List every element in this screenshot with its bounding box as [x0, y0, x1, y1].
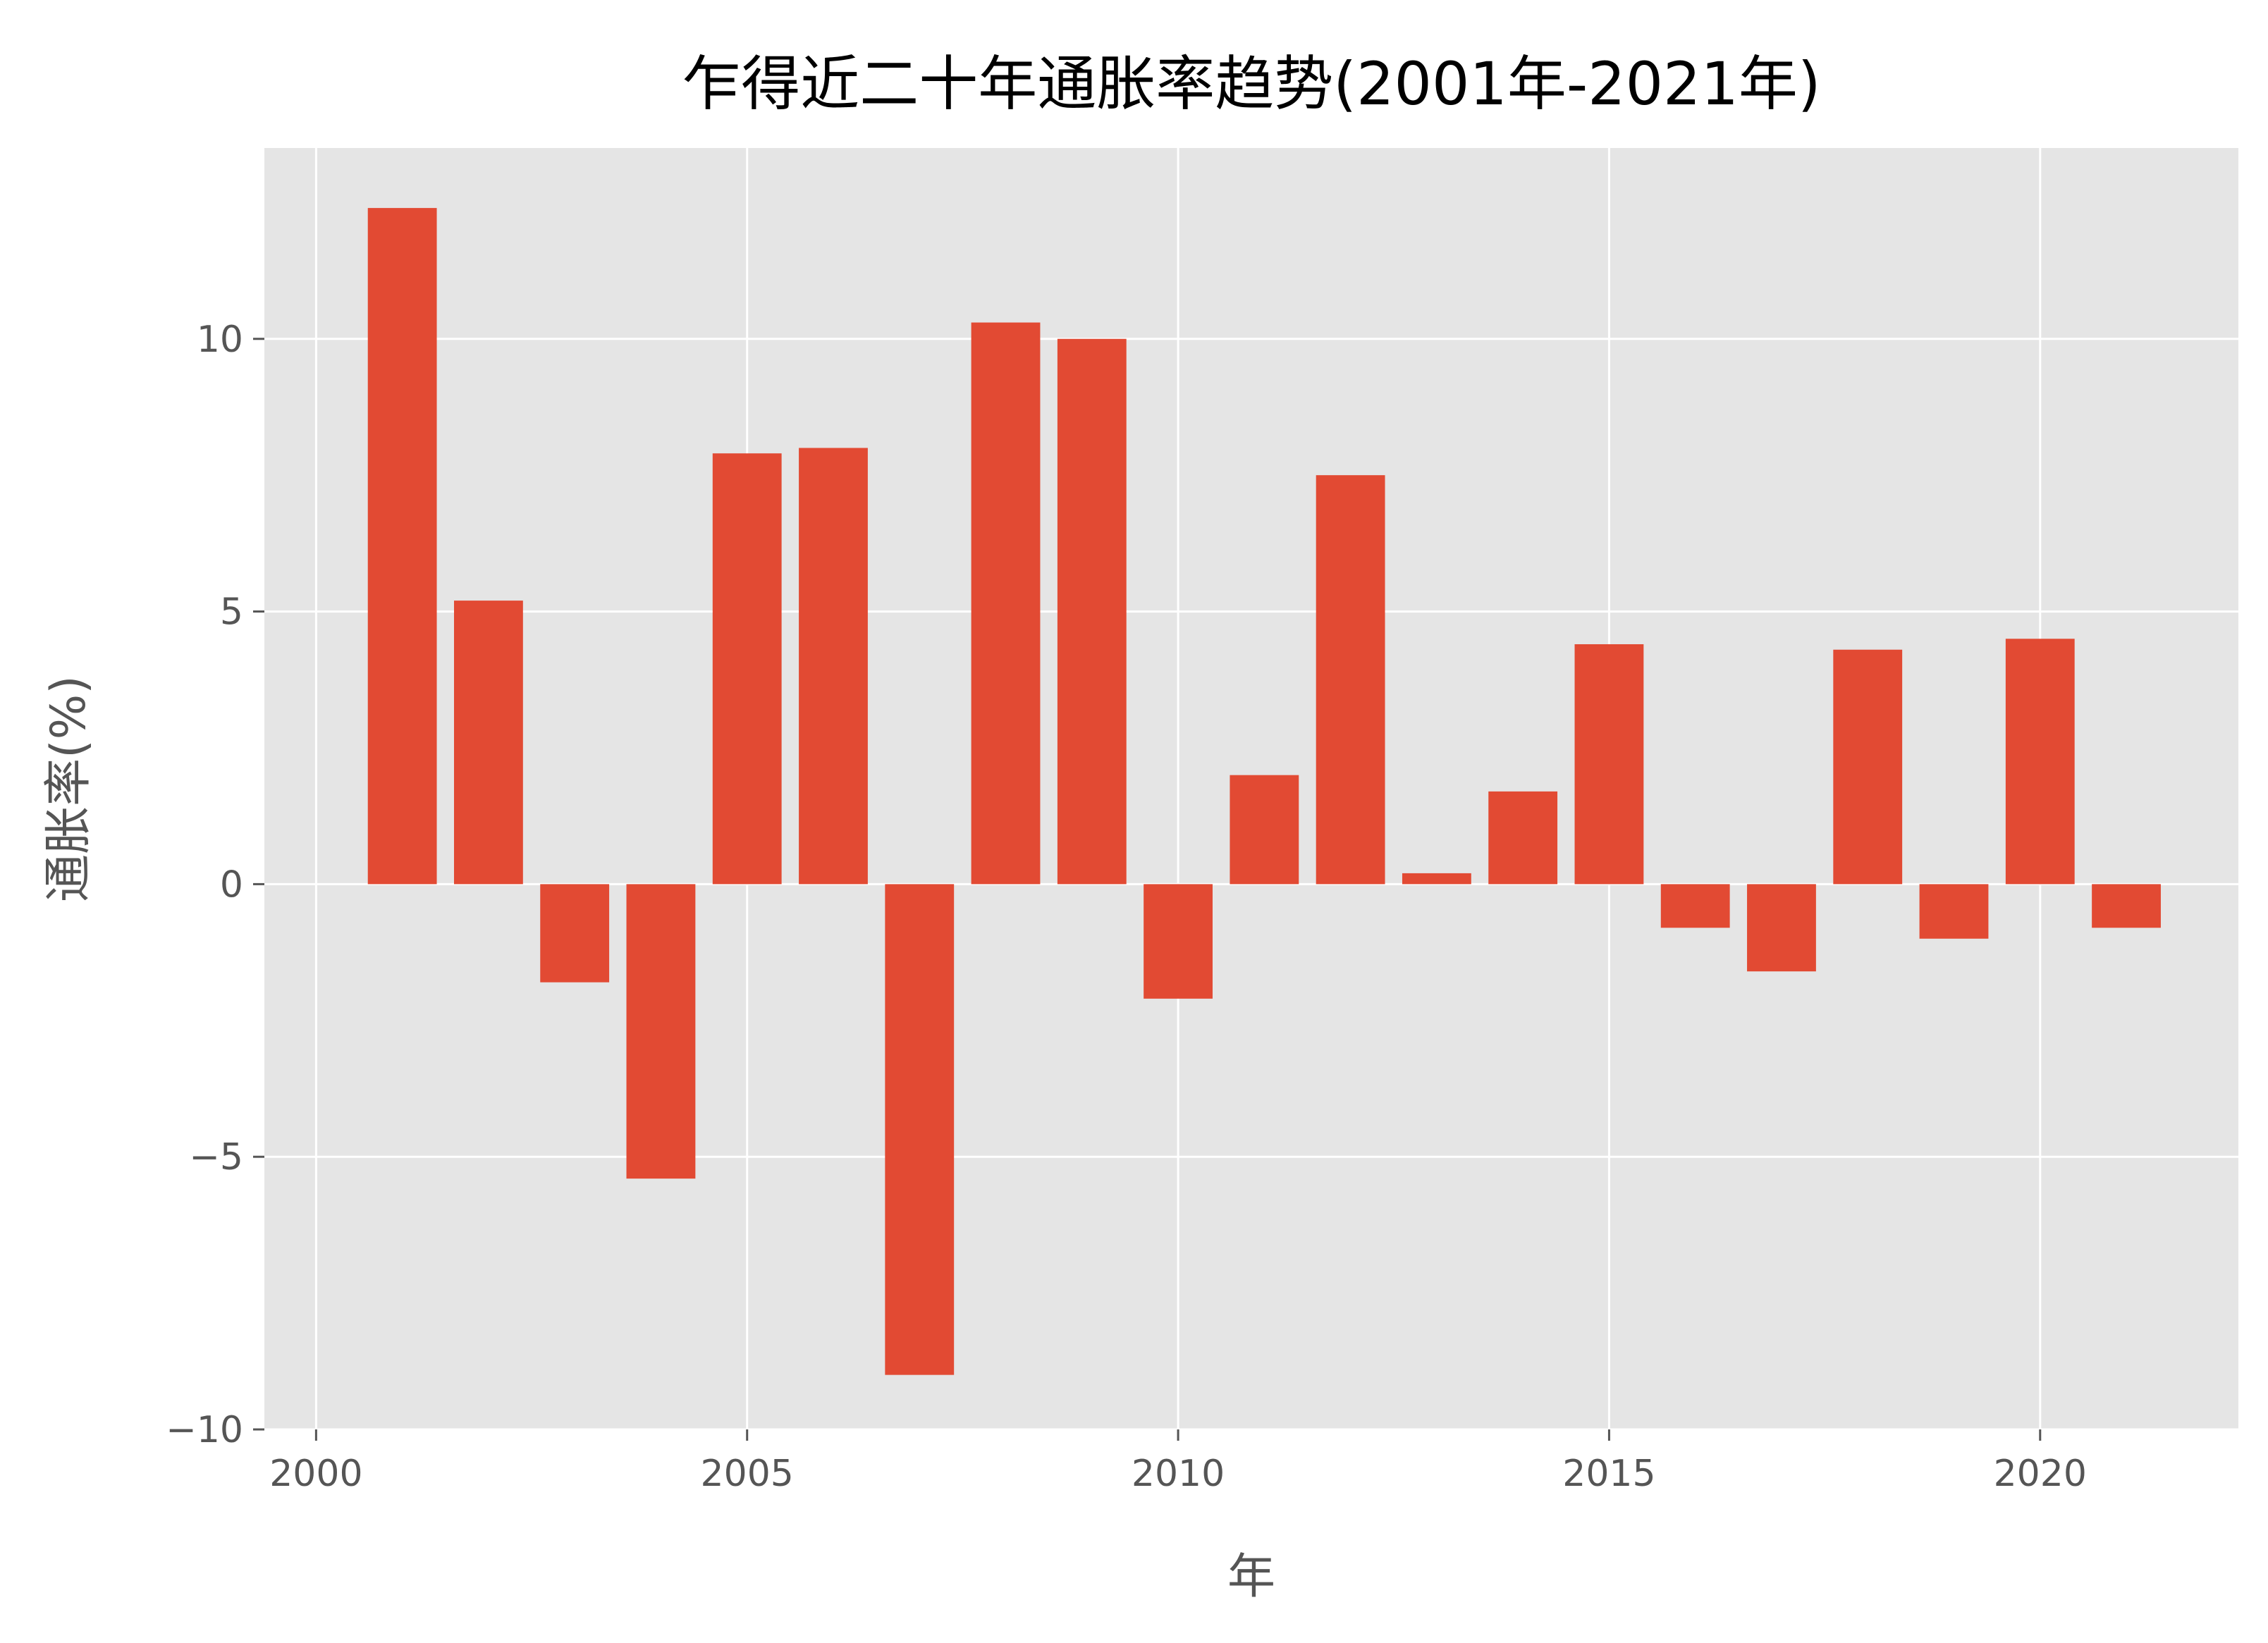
- chart-title: 乍得近二十年通胀率趋势(2001年-2021年): [682, 49, 1820, 118]
- bars: [367, 208, 2161, 1375]
- y-tick-label: 0: [220, 863, 243, 906]
- bar: [2092, 884, 2161, 928]
- x-axis-label: 年: [1227, 1549, 1275, 1605]
- x-tick-label: 2005: [701, 1453, 794, 1495]
- bar: [1057, 338, 1127, 885]
- bar: [1316, 475, 1385, 885]
- bar: [1574, 644, 1644, 885]
- bar: [626, 884, 696, 1179]
- x-tick-label: 2000: [269, 1453, 362, 1495]
- bar: [1833, 649, 1903, 885]
- x-tick-label: 2010: [1132, 1453, 1225, 1495]
- bar: [885, 884, 955, 1375]
- bar: [1660, 884, 1730, 928]
- bar: [2005, 639, 2075, 885]
- bar: [540, 884, 610, 983]
- bar: [453, 601, 523, 885]
- y-tick-label: 5: [220, 591, 243, 634]
- bar: [712, 453, 782, 885]
- bar: [367, 208, 437, 885]
- bar: [799, 448, 868, 885]
- y-axis-label: 通胀率(%): [41, 675, 97, 902]
- x-tick-label: 2020: [1994, 1453, 2087, 1495]
- bar: [971, 322, 1041, 885]
- bar: [1747, 884, 1816, 972]
- y-tick-label: −5: [189, 1136, 243, 1179]
- bar: [1402, 873, 1471, 885]
- x-tick-label: 2015: [1562, 1453, 1655, 1495]
- bar: [1919, 884, 1989, 939]
- ticks: 2000 2005 2010 2015 2020 −10 −5 0 5 10: [166, 319, 2087, 1495]
- y-tick-label: 10: [197, 319, 243, 361]
- bar: [1488, 791, 1558, 885]
- bar: [1144, 884, 1213, 999]
- bar: [1230, 775, 1299, 885]
- y-tick-label: −10: [166, 1409, 243, 1451]
